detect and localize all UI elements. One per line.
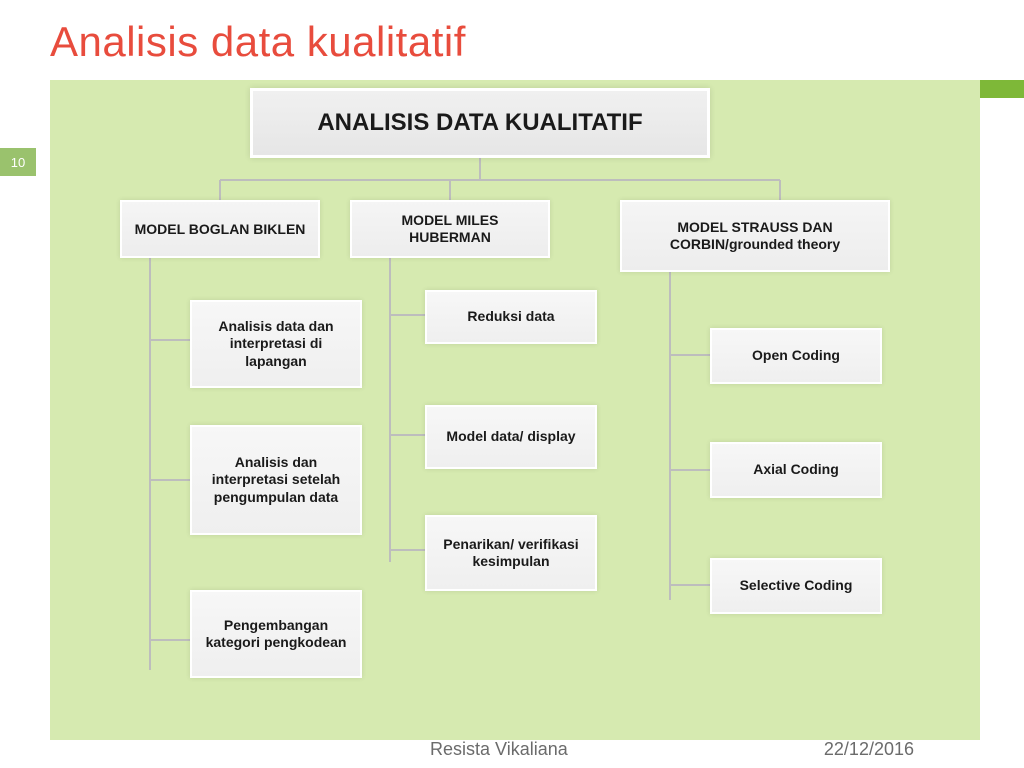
leaf-node: Penarikan/ verifikasi kesimpulan — [425, 515, 597, 591]
diagram-panel: ANALISIS DATA KUALITATIF MODEL BOGLAN BI… — [50, 80, 980, 740]
footer-date: 22/12/2016 — [824, 739, 914, 760]
leaf-node: Open Coding — [710, 328, 882, 384]
footer-author: Resista Vikaliana — [430, 739, 568, 760]
root-node: ANALISIS DATA KUALITATIF — [250, 88, 710, 158]
leaf-node: Pengembangan kategori pengkodean — [190, 590, 362, 678]
slide-title: Analisis data kualitatif — [50, 18, 466, 66]
model-node-strauss: MODEL STRAUSS DAN CORBIN/grounded theory — [620, 200, 890, 272]
model-node-boglan: MODEL BOGLAN BIKLEN — [120, 200, 320, 258]
leaf-node: Analisis dan interpretasi setelah pengum… — [190, 425, 362, 535]
page-number-badge: 10 — [0, 148, 36, 176]
accent-stripe — [980, 80, 1024, 98]
model-node-miles: MODEL MILES HUBERMAN — [350, 200, 550, 258]
leaf-node: Selective Coding — [710, 558, 882, 614]
leaf-node: Axial Coding — [710, 442, 882, 498]
leaf-node: Model data/ display — [425, 405, 597, 469]
leaf-node: Analisis data dan interpretasi di lapang… — [190, 300, 362, 388]
leaf-node: Reduksi data — [425, 290, 597, 344]
